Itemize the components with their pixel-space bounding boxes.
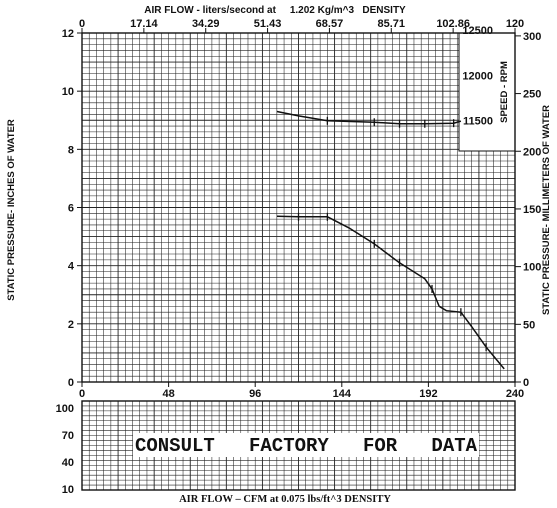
top-tick-label: 0: [79, 18, 85, 30]
y-left-tick-label: 12: [62, 28, 74, 40]
top-tick-label: 120: [506, 18, 524, 30]
x-tick-label: 192: [419, 388, 437, 400]
power-tick-label: 10: [62, 484, 74, 496]
speed-tick-label: 12000: [462, 70, 493, 82]
top-tick-label: 51.43: [254, 18, 282, 30]
x-tick-label: 96: [249, 388, 261, 400]
power-tick-label: 40: [62, 457, 74, 469]
speed-tick-label: 12500: [462, 25, 493, 37]
y-right-tick-label: 250: [523, 89, 541, 101]
left-axis-title: STATIC PRESSURE- INCHES OF WATER: [6, 119, 17, 301]
y-right-tick-label: 100: [523, 262, 541, 274]
top-axis-title: AIR FLOW - liters/second at 1.202 Kg/m^3…: [144, 5, 406, 16]
bottom-axis-title: AIR FLOW – CFM at 0.075 lbs/ft^3 DENSITY: [179, 494, 391, 505]
pressure-curve: [277, 216, 504, 369]
top-tick-label: 17.14: [130, 18, 158, 30]
y-left-tick-label: 2: [68, 319, 74, 331]
y-left-tick-label: 0: [68, 377, 74, 389]
top-tick-label: 34.29: [192, 18, 220, 30]
top-tick-label: 85.71: [378, 18, 406, 30]
y-right-tick-label: 150: [523, 204, 541, 216]
y-right-tick-label: 0: [523, 377, 529, 389]
power-tick-label: 70: [62, 430, 74, 442]
right-axis-title: STATIC PRESSURE- MILLIMETERS OF WATER: [541, 105, 552, 315]
y-left-tick-label: 6: [68, 203, 74, 215]
power-tick-label: 100: [56, 403, 74, 415]
y-left-tick-label: 10: [62, 86, 74, 98]
x-tick-label: 240: [506, 388, 524, 400]
speed-scale-title: SPEED - RPM: [499, 61, 510, 123]
consult-factory-annotation: CONSULT FACTORY FOR DATA: [135, 435, 478, 457]
x-tick-label: 48: [162, 388, 174, 400]
speed-tick-label: 11500: [463, 116, 493, 128]
y-right-tick-label: 300: [523, 31, 541, 43]
speed-curve: [277, 112, 461, 124]
x-tick-label: 144: [333, 388, 352, 400]
y-right-tick-label: 200: [523, 146, 541, 158]
y-right-tick-label: 50: [523, 319, 535, 331]
top-tick-label: 68.57: [316, 18, 344, 30]
y-left-tick-label: 8: [68, 144, 74, 156]
main-grid: [82, 33, 515, 382]
x-tick-label: 0: [79, 388, 85, 400]
y-left-tick-label: 4: [68, 261, 75, 273]
